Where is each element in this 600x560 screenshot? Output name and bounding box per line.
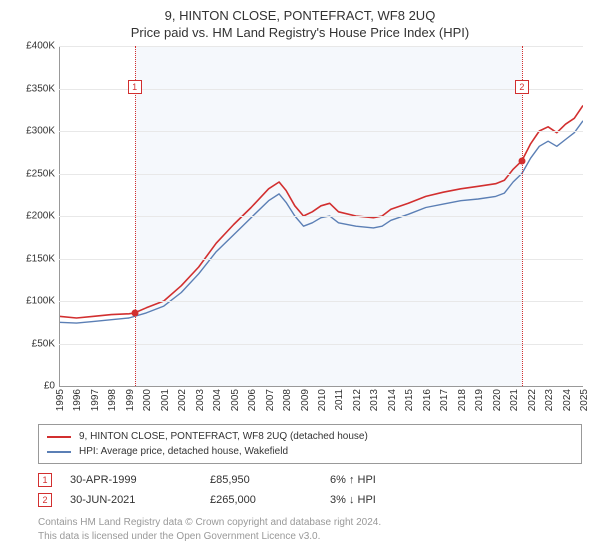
x-axis-label: 2006	[247, 389, 258, 411]
y-axis-label: £250K	[26, 168, 55, 179]
x-axis-label: 2018	[457, 389, 468, 411]
transaction-table: 1 30-APR-1999£85,9506% ↑ HPI 2 30-JUN-2021£…	[38, 470, 582, 510]
x-axis-label: 2005	[230, 389, 241, 411]
chart-area: £0£50K£100K£150K£200K£250K£300K£350K£400…	[18, 46, 583, 416]
gridline	[59, 131, 583, 132]
transaction-pct: 6% ↑ HPI	[330, 474, 450, 486]
gridline	[59, 174, 583, 175]
y-axis-label: £150K	[26, 253, 55, 264]
transaction-marker: 1	[38, 473, 52, 487]
x-axis-label: 2004	[212, 389, 223, 411]
x-axis-label: 1999	[125, 389, 136, 411]
transaction-date: 30-JUN-2021	[70, 494, 210, 506]
x-axis-label: 2012	[352, 389, 363, 411]
footnote-line1: Contains HM Land Registry data © Crown c…	[38, 516, 582, 530]
x-axis-label: 2009	[300, 389, 311, 411]
x-axis-label: 2003	[195, 389, 206, 411]
x-axis-label: 2001	[160, 389, 171, 411]
x-axis-label: 2007	[265, 389, 276, 411]
legend-swatch	[47, 436, 71, 438]
legend-label: 9, HINTON CLOSE, PONTEFRACT, WF8 2UQ (de…	[79, 431, 368, 442]
footnote: Contains HM Land Registry data © Crown c…	[38, 516, 582, 543]
page-subtitle: Price paid vs. HM Land Registry's House …	[0, 23, 600, 46]
x-axis-label: 2023	[544, 389, 555, 411]
marker-dot-2	[518, 157, 525, 164]
x-axis-label: 1996	[72, 389, 83, 411]
chart-container: 9, HINTON CLOSE, PONTEFRACT, WF8 2UQ Pri…	[0, 0, 600, 560]
y-axis-label: £50K	[32, 338, 55, 349]
gridline	[59, 216, 583, 217]
x-axis-label: 2019	[474, 389, 485, 411]
x-axis-label: 2022	[527, 389, 538, 411]
y-axis-label: £100K	[26, 296, 55, 307]
y-axis-label: £0	[44, 381, 55, 392]
x-axis-label: 2016	[422, 389, 433, 411]
legend-swatch	[47, 451, 71, 453]
marker-box-1: 1	[128, 80, 142, 94]
x-axis-label: 2024	[562, 389, 573, 411]
transaction-row: 2 30-JUN-2021£265,0003% ↓ HPI	[38, 490, 582, 510]
x-axis-label: 2010	[317, 389, 328, 411]
y-axis-label: £350K	[26, 83, 55, 94]
x-axis-label: 2008	[282, 389, 293, 411]
y-axis-label: £300K	[26, 126, 55, 137]
transaction-pct: 3% ↓ HPI	[330, 494, 450, 506]
legend-item: 9, HINTON CLOSE, PONTEFRACT, WF8 2UQ (de…	[47, 429, 573, 444]
x-axis-label: 2025	[579, 389, 590, 411]
x-axis	[59, 386, 583, 387]
x-axis-label: 2002	[177, 389, 188, 411]
legend-item: HPI: Average price, detached house, Wake…	[47, 444, 573, 459]
x-axis-label: 2011	[334, 389, 345, 411]
x-axis-label: 2017	[439, 389, 450, 411]
gridline	[59, 259, 583, 260]
transaction-price: £85,950	[210, 474, 330, 486]
x-axis-label: 1998	[107, 389, 118, 411]
x-axis-label: 2000	[142, 389, 153, 411]
x-axis-label: 2020	[492, 389, 503, 411]
series-price_paid	[59, 106, 583, 319]
legend-label: HPI: Average price, detached house, Wake…	[79, 446, 288, 457]
legend-box: 9, HINTON CLOSE, PONTEFRACT, WF8 2UQ (de…	[38, 424, 582, 464]
marker-line	[135, 46, 136, 386]
gridline	[59, 301, 583, 302]
x-axis-label: 2021	[509, 389, 520, 411]
transaction-marker: 2	[38, 493, 52, 507]
y-axis-label: £200K	[26, 211, 55, 222]
series-hpi	[59, 121, 583, 323]
marker-box-2: 2	[515, 80, 529, 94]
marker-line	[522, 46, 523, 386]
y-axis-label: £400K	[26, 41, 55, 52]
marker-dot-1	[131, 309, 138, 316]
x-axis-label: 2015	[404, 389, 415, 411]
footnote-line2: This data is licensed under the Open Gov…	[38, 530, 582, 544]
x-axis-label: 1995	[55, 389, 66, 411]
gridline	[59, 344, 583, 345]
x-axis-label: 1997	[90, 389, 101, 411]
gridline	[59, 46, 583, 47]
page-title: 9, HINTON CLOSE, PONTEFRACT, WF8 2UQ	[0, 0, 600, 23]
transaction-date: 30-APR-1999	[70, 474, 210, 486]
transaction-row: 1 30-APR-1999£85,9506% ↑ HPI	[38, 470, 582, 490]
x-axis-label: 2014	[387, 389, 398, 411]
x-axis-label: 2013	[369, 389, 380, 411]
transaction-price: £265,000	[210, 494, 330, 506]
